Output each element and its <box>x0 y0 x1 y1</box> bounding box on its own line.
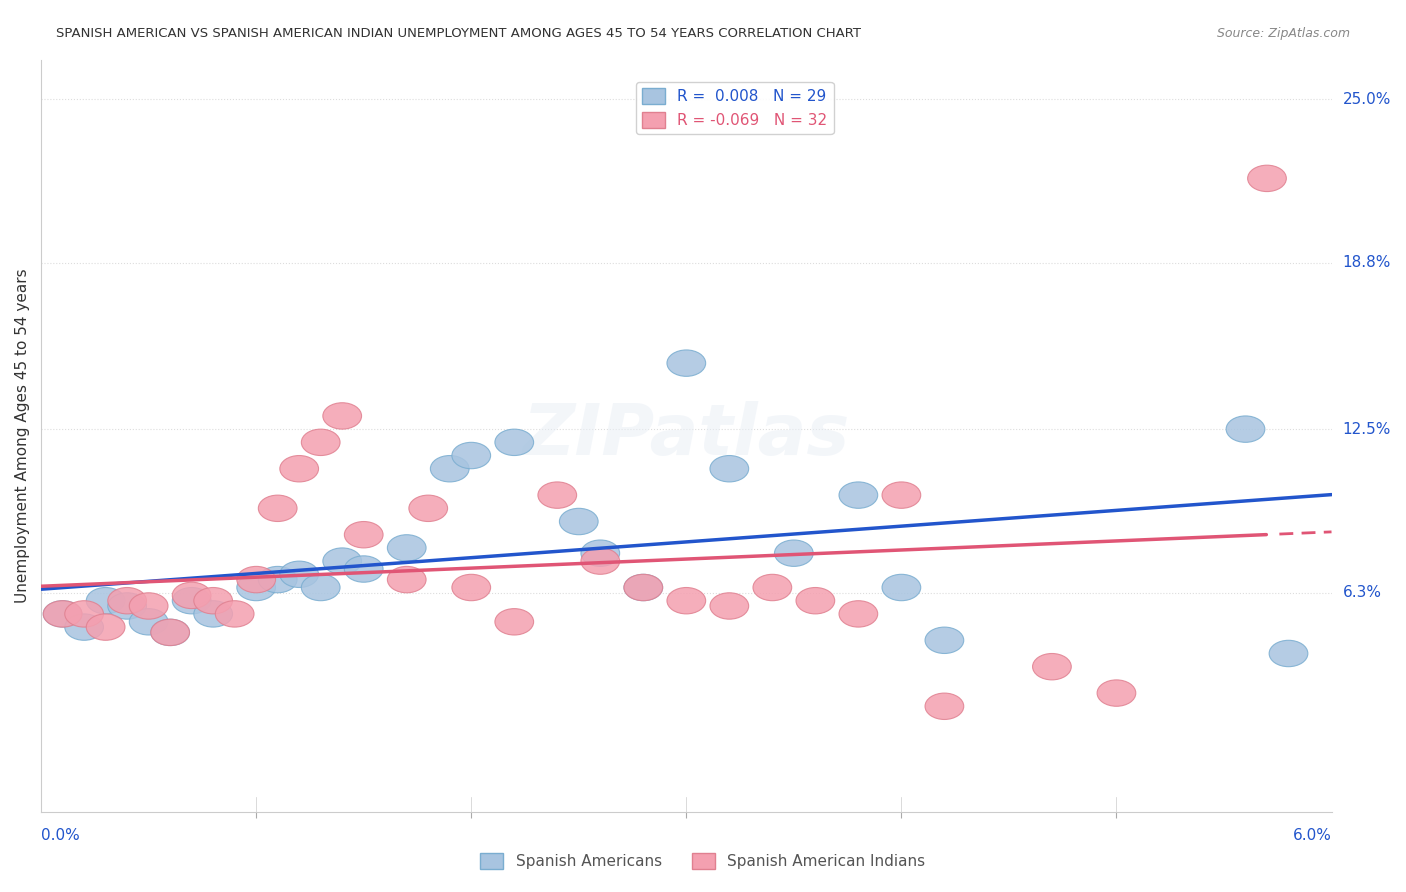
Ellipse shape <box>451 574 491 600</box>
Legend: Spanish Americans, Spanish American Indians: Spanish Americans, Spanish American Indi… <box>474 847 932 875</box>
Legend: R =  0.008   N = 29, R = -0.069   N = 32: R = 0.008 N = 29, R = -0.069 N = 32 <box>636 82 834 134</box>
Ellipse shape <box>236 566 276 593</box>
Ellipse shape <box>280 561 319 588</box>
Ellipse shape <box>194 588 232 614</box>
Text: 6.0%: 6.0% <box>1292 828 1331 843</box>
Ellipse shape <box>882 482 921 508</box>
Ellipse shape <box>710 593 748 619</box>
Ellipse shape <box>624 574 662 600</box>
Ellipse shape <box>1247 165 1286 192</box>
Y-axis label: Unemployment Among Ages 45 to 54 years: Unemployment Among Ages 45 to 54 years <box>15 268 30 603</box>
Ellipse shape <box>710 456 748 482</box>
Ellipse shape <box>839 600 877 627</box>
Ellipse shape <box>323 402 361 429</box>
Ellipse shape <box>666 588 706 614</box>
Ellipse shape <box>495 429 534 456</box>
Ellipse shape <box>65 614 104 640</box>
Ellipse shape <box>44 600 82 627</box>
Ellipse shape <box>409 495 447 522</box>
Ellipse shape <box>495 608 534 635</box>
Ellipse shape <box>1032 654 1071 680</box>
Text: 6.3%: 6.3% <box>1343 585 1382 600</box>
Ellipse shape <box>150 619 190 646</box>
Ellipse shape <box>796 588 835 614</box>
Ellipse shape <box>301 574 340 600</box>
Ellipse shape <box>1097 680 1136 706</box>
Ellipse shape <box>775 540 813 566</box>
Ellipse shape <box>301 429 340 456</box>
Ellipse shape <box>388 534 426 561</box>
Ellipse shape <box>129 593 167 619</box>
Ellipse shape <box>236 574 276 600</box>
Ellipse shape <box>108 588 146 614</box>
Ellipse shape <box>882 574 921 600</box>
Ellipse shape <box>323 548 361 574</box>
Ellipse shape <box>560 508 598 534</box>
Ellipse shape <box>280 456 319 482</box>
Ellipse shape <box>259 566 297 593</box>
Ellipse shape <box>344 522 382 548</box>
Ellipse shape <box>86 614 125 640</box>
Ellipse shape <box>129 608 167 635</box>
Ellipse shape <box>624 574 662 600</box>
Ellipse shape <box>925 693 963 720</box>
Ellipse shape <box>581 540 620 566</box>
Text: 25.0%: 25.0% <box>1343 92 1391 107</box>
Ellipse shape <box>538 482 576 508</box>
Ellipse shape <box>173 582 211 608</box>
Ellipse shape <box>173 588 211 614</box>
Ellipse shape <box>65 600 104 627</box>
Text: ZIPatlas: ZIPatlas <box>523 401 851 470</box>
Ellipse shape <box>86 588 125 614</box>
Ellipse shape <box>215 600 254 627</box>
Text: 12.5%: 12.5% <box>1343 422 1391 436</box>
Text: 0.0%: 0.0% <box>41 828 80 843</box>
Ellipse shape <box>581 548 620 574</box>
Ellipse shape <box>108 593 146 619</box>
Ellipse shape <box>44 600 82 627</box>
Ellipse shape <box>150 619 190 646</box>
Ellipse shape <box>388 566 426 593</box>
Text: 18.8%: 18.8% <box>1343 255 1391 270</box>
Ellipse shape <box>666 350 706 376</box>
Ellipse shape <box>1226 416 1265 442</box>
Ellipse shape <box>259 495 297 522</box>
Ellipse shape <box>839 482 877 508</box>
Ellipse shape <box>925 627 963 654</box>
Ellipse shape <box>1270 640 1308 666</box>
Ellipse shape <box>430 456 470 482</box>
Text: Source: ZipAtlas.com: Source: ZipAtlas.com <box>1216 27 1350 40</box>
Ellipse shape <box>451 442 491 468</box>
Text: SPANISH AMERICAN VS SPANISH AMERICAN INDIAN UNEMPLOYMENT AMONG AGES 45 TO 54 YEA: SPANISH AMERICAN VS SPANISH AMERICAN IND… <box>56 27 862 40</box>
Ellipse shape <box>344 556 382 582</box>
Ellipse shape <box>194 600 232 627</box>
Ellipse shape <box>754 574 792 600</box>
